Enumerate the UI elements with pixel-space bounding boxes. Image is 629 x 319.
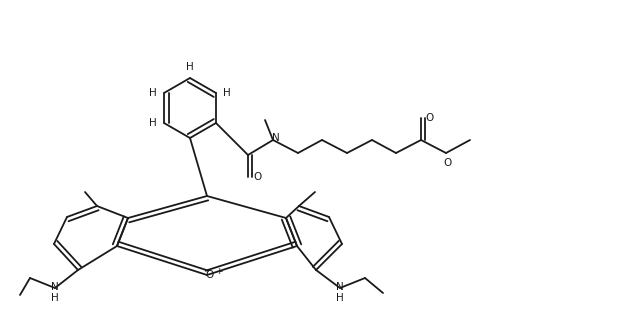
Text: N: N — [51, 282, 59, 292]
Text: H: H — [51, 293, 59, 303]
Text: +: + — [215, 266, 223, 276]
Text: N: N — [272, 133, 280, 143]
Text: H: H — [149, 88, 157, 98]
Text: H: H — [336, 293, 344, 303]
Text: H: H — [149, 118, 157, 128]
Text: O: O — [253, 172, 261, 182]
Text: H: H — [223, 88, 231, 98]
Text: O: O — [443, 158, 451, 168]
Text: N: N — [336, 282, 344, 292]
Text: O: O — [206, 270, 214, 280]
Text: O: O — [426, 113, 434, 123]
Text: H: H — [186, 62, 194, 72]
